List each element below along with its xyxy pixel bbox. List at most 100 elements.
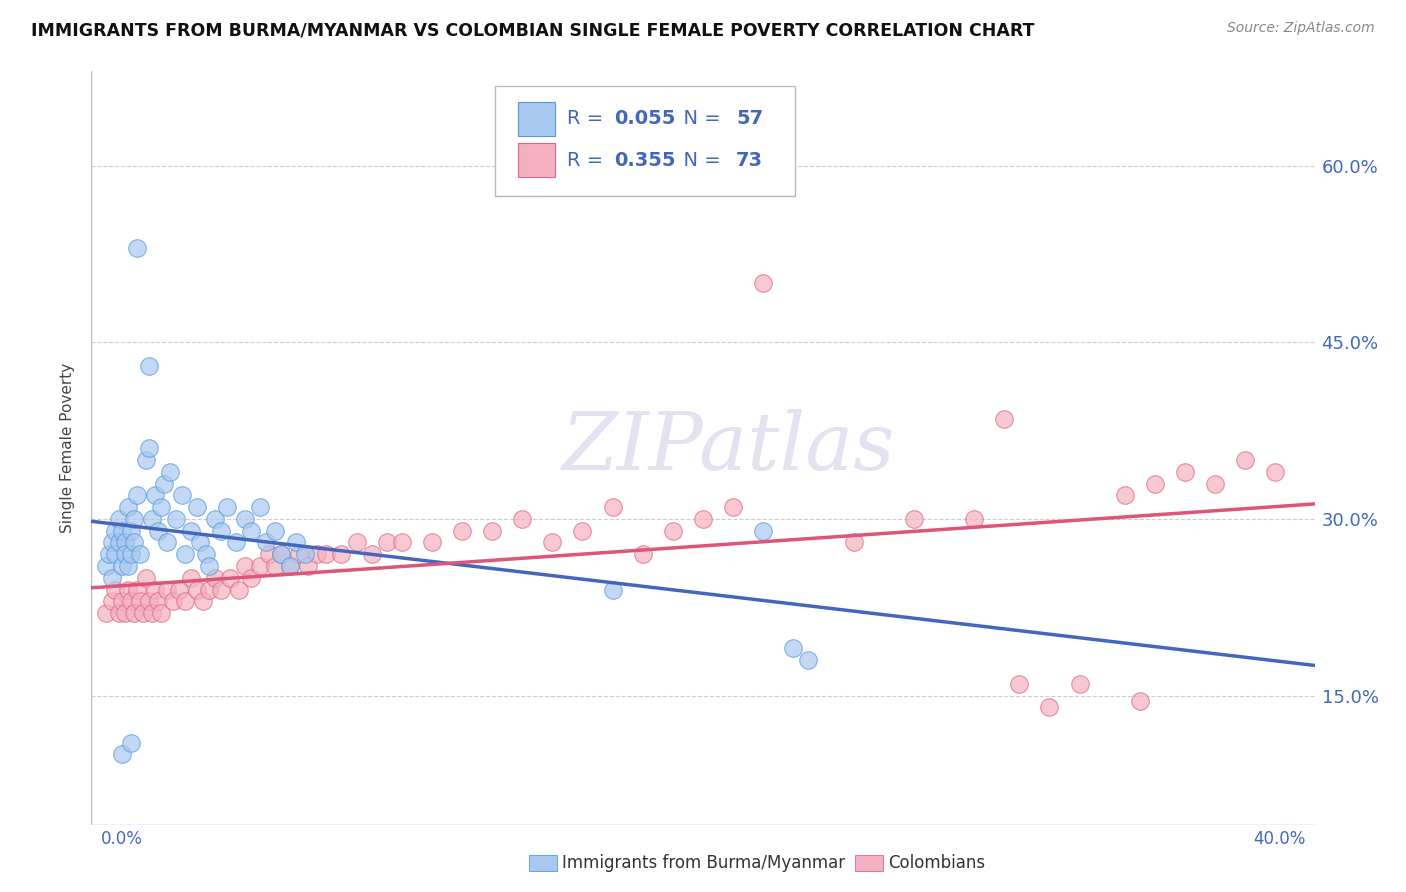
Point	[114, 547, 136, 561]
Point	[346, 535, 368, 549]
Point	[173, 594, 195, 608]
Point	[191, 594, 214, 608]
Point	[135, 453, 157, 467]
Point	[122, 512, 145, 526]
Point	[110, 559, 132, 574]
Point	[307, 547, 329, 561]
Point	[602, 582, 624, 597]
Point	[120, 547, 142, 561]
Text: N =: N =	[671, 151, 727, 169]
Point	[110, 594, 132, 608]
Point	[96, 559, 118, 574]
Point	[233, 559, 256, 574]
Text: IMMIGRANTS FROM BURMA/MYANMAR VS COLOMBIAN SINGLE FEMALE POVERTY CORRELATION CHA: IMMIGRANTS FROM BURMA/MYANMAR VS COLOMBI…	[31, 21, 1035, 39]
Point	[101, 571, 124, 585]
Point	[249, 559, 271, 574]
Text: ZIPatlas: ZIPatlas	[561, 409, 894, 487]
Point	[159, 465, 181, 479]
Point	[167, 582, 190, 597]
Point	[114, 535, 136, 549]
Text: Source: ZipAtlas.com: Source: ZipAtlas.com	[1227, 21, 1375, 36]
Point	[270, 547, 292, 561]
Point	[209, 582, 232, 597]
Bar	[519, 144, 555, 178]
Point	[198, 559, 221, 574]
Point	[240, 571, 263, 585]
Point	[131, 606, 153, 620]
Point	[98, 547, 121, 561]
Text: Colombians: Colombians	[889, 855, 986, 872]
Point	[165, 512, 187, 526]
Point	[264, 524, 287, 538]
Point	[797, 653, 820, 667]
Point	[257, 547, 280, 561]
Point	[294, 547, 316, 561]
Y-axis label: Single Female Poverty: Single Female Poverty	[60, 363, 76, 533]
Point	[285, 535, 308, 549]
Point	[180, 571, 202, 585]
Point	[180, 524, 202, 538]
Point	[264, 559, 287, 574]
Point	[122, 535, 145, 549]
Point	[240, 524, 263, 538]
Point	[149, 500, 172, 515]
Point	[138, 442, 160, 455]
Point	[249, 500, 271, 515]
Point	[125, 241, 148, 255]
Point	[96, 606, 118, 620]
Point	[1038, 700, 1060, 714]
Point	[122, 606, 145, 620]
Point	[146, 594, 169, 608]
Point	[110, 524, 132, 538]
Point	[752, 277, 775, 291]
Point	[135, 571, 157, 585]
Point	[1008, 677, 1031, 691]
Point	[1143, 476, 1166, 491]
Point	[128, 594, 150, 608]
Point	[1114, 488, 1136, 502]
Point	[188, 535, 211, 549]
Text: R =: R =	[567, 110, 610, 128]
Point	[170, 488, 193, 502]
Point	[993, 411, 1015, 425]
Text: R =: R =	[567, 151, 610, 169]
Point	[152, 476, 174, 491]
Point	[1069, 677, 1091, 691]
Point	[128, 547, 150, 561]
Point	[186, 500, 208, 515]
Point	[120, 594, 142, 608]
Point	[602, 500, 624, 515]
Point	[141, 512, 163, 526]
Point	[1264, 465, 1286, 479]
Point	[156, 535, 179, 549]
Point	[194, 547, 217, 561]
Point	[104, 582, 127, 597]
Point	[1204, 476, 1226, 491]
Point	[315, 547, 337, 561]
Point	[481, 524, 503, 538]
Point	[330, 547, 353, 561]
Point	[375, 535, 398, 549]
Point	[138, 594, 160, 608]
Point	[288, 547, 311, 561]
Point	[114, 606, 136, 620]
Point	[117, 500, 139, 515]
Point	[391, 535, 413, 549]
Point	[420, 535, 443, 549]
Point	[297, 559, 319, 574]
Point	[215, 500, 238, 515]
Point	[1129, 694, 1152, 708]
Point	[101, 535, 124, 549]
Text: 73: 73	[735, 151, 763, 169]
Point	[143, 488, 166, 502]
Point	[752, 524, 775, 538]
Point	[225, 535, 247, 549]
Point	[782, 641, 804, 656]
Point	[138, 359, 160, 373]
Bar	[855, 855, 883, 871]
Point	[107, 606, 129, 620]
Point	[117, 582, 139, 597]
Point	[186, 582, 208, 597]
Text: 57: 57	[735, 110, 763, 128]
Point	[662, 524, 685, 538]
